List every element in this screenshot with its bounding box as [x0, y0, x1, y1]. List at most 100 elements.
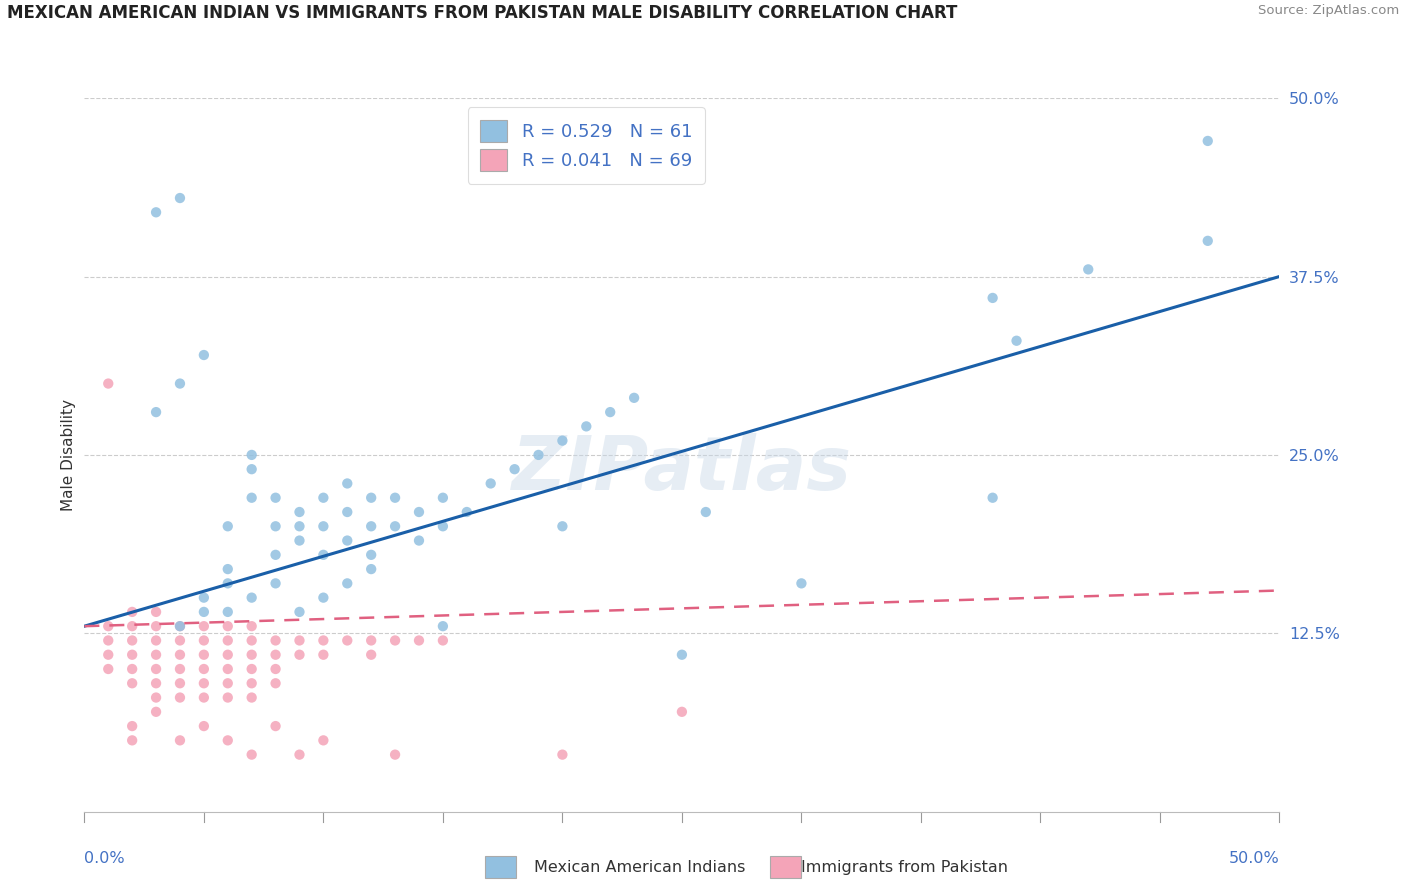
- Point: [217, 662, 239, 676]
- Point: [193, 605, 215, 619]
- Point: [575, 419, 598, 434]
- Point: [97, 619, 120, 633]
- Text: ZIPatlas: ZIPatlas: [512, 433, 852, 506]
- Point: [121, 648, 143, 662]
- Text: MEXICAN AMERICAN INDIAN VS IMMIGRANTS FROM PAKISTAN MALE DISABILITY CORRELATION : MEXICAN AMERICAN INDIAN VS IMMIGRANTS FR…: [7, 4, 957, 22]
- Point: [1197, 234, 1219, 248]
- Point: [217, 576, 239, 591]
- Point: [312, 548, 335, 562]
- Point: [169, 690, 191, 705]
- Point: [193, 348, 215, 362]
- Point: [384, 519, 406, 533]
- Point: [264, 633, 287, 648]
- Point: [145, 662, 167, 676]
- Point: [408, 633, 430, 648]
- Point: [169, 619, 191, 633]
- Point: [97, 648, 120, 662]
- Point: [264, 662, 287, 676]
- Text: Source: ZipAtlas.com: Source: ZipAtlas.com: [1258, 4, 1399, 18]
- Point: [121, 719, 143, 733]
- Point: [599, 405, 621, 419]
- Point: [193, 719, 215, 733]
- Point: [551, 747, 574, 762]
- Point: [240, 747, 263, 762]
- Point: [240, 462, 263, 476]
- Point: [217, 690, 239, 705]
- Point: [264, 548, 287, 562]
- Legend: R = 0.529   N = 61, R = 0.041   N = 69: R = 0.529 N = 61, R = 0.041 N = 69: [468, 107, 704, 184]
- Point: [432, 633, 454, 648]
- Point: [336, 633, 359, 648]
- Point: [240, 448, 263, 462]
- Point: [981, 491, 1004, 505]
- Y-axis label: Male Disability: Male Disability: [60, 399, 76, 511]
- Point: [360, 648, 382, 662]
- Point: [217, 519, 239, 533]
- Point: [312, 491, 335, 505]
- Point: [145, 690, 167, 705]
- Point: [193, 662, 215, 676]
- Point: [360, 562, 382, 576]
- Point: [217, 633, 239, 648]
- Point: [790, 576, 813, 591]
- Point: [217, 605, 239, 619]
- Point: [288, 519, 311, 533]
- Point: [240, 491, 263, 505]
- Point: [193, 648, 215, 662]
- Point: [121, 733, 143, 747]
- Point: [695, 505, 717, 519]
- Point: [145, 676, 167, 690]
- Point: [169, 733, 191, 747]
- Point: [312, 591, 335, 605]
- Point: [169, 191, 191, 205]
- Point: [145, 605, 167, 619]
- Point: [217, 562, 239, 576]
- Point: [288, 648, 311, 662]
- Point: [217, 648, 239, 662]
- Point: [240, 662, 263, 676]
- Point: [240, 633, 263, 648]
- Point: [169, 619, 191, 633]
- Point: [288, 747, 311, 762]
- Point: [1077, 262, 1099, 277]
- Point: [145, 205, 167, 219]
- Point: [264, 648, 287, 662]
- Point: [288, 605, 311, 619]
- Point: [264, 491, 287, 505]
- Point: [240, 591, 263, 605]
- Point: [408, 533, 430, 548]
- Point: [312, 633, 335, 648]
- Point: [240, 648, 263, 662]
- Point: [169, 648, 191, 662]
- Point: [193, 690, 215, 705]
- Text: Immigrants from Pakistan: Immigrants from Pakistan: [801, 860, 1008, 874]
- Point: [336, 533, 359, 548]
- Point: [360, 548, 382, 562]
- Point: [97, 662, 120, 676]
- Point: [145, 619, 167, 633]
- Point: [551, 519, 574, 533]
- Point: [121, 662, 143, 676]
- Point: [169, 662, 191, 676]
- Point: [169, 376, 191, 391]
- Point: [264, 576, 287, 591]
- Point: [288, 533, 311, 548]
- Point: [336, 576, 359, 591]
- Point: [193, 676, 215, 690]
- Point: [264, 519, 287, 533]
- Point: [408, 505, 430, 519]
- Point: [336, 476, 359, 491]
- Point: [288, 505, 311, 519]
- Point: [384, 491, 406, 505]
- Point: [312, 648, 335, 662]
- Point: [623, 391, 645, 405]
- Point: [193, 633, 215, 648]
- Point: [217, 733, 239, 747]
- Point: [1197, 134, 1219, 148]
- Point: [551, 434, 574, 448]
- Point: [264, 676, 287, 690]
- Text: Mexican American Indians: Mexican American Indians: [534, 860, 745, 874]
- Point: [360, 633, 382, 648]
- Point: [121, 619, 143, 633]
- Point: [288, 633, 311, 648]
